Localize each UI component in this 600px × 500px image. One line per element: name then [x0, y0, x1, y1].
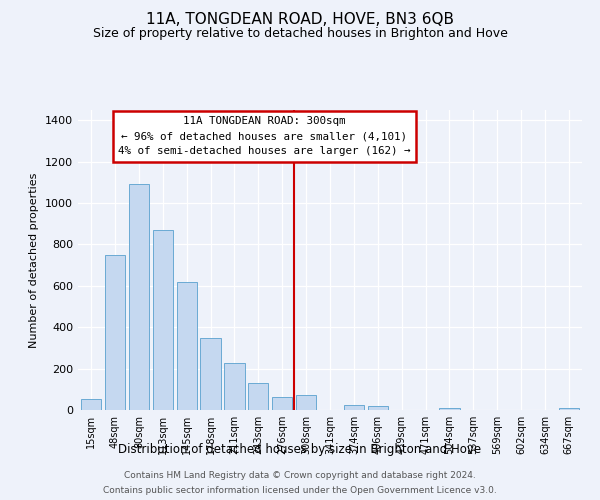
Text: Contains public sector information licensed under the Open Government Licence v3: Contains public sector information licen… [103, 486, 497, 495]
Bar [272, 397, 292, 410]
Bar [200, 338, 221, 410]
Text: 11A, TONGDEAN ROAD, HOVE, BN3 6QB: 11A, TONGDEAN ROAD, HOVE, BN3 6QB [146, 12, 454, 28]
Text: 11A TONGDEAN ROAD: 300sqm
← 96% of detached houses are smaller (4,101)
4% of sem: 11A TONGDEAN ROAD: 300sqm ← 96% of detac… [118, 116, 411, 156]
Y-axis label: Number of detached properties: Number of detached properties [29, 172, 40, 348]
Bar [439, 408, 460, 410]
Bar [105, 255, 125, 410]
Bar [152, 230, 173, 410]
Bar [224, 364, 245, 410]
Bar [559, 408, 579, 410]
Bar [296, 395, 316, 410]
Bar [368, 406, 388, 410]
Text: Distribution of detached houses by size in Brighton and Hove: Distribution of detached houses by size … [118, 442, 482, 456]
Bar [176, 282, 197, 410]
Text: Contains HM Land Registry data © Crown copyright and database right 2024.: Contains HM Land Registry data © Crown c… [124, 471, 476, 480]
Bar [81, 399, 101, 410]
Bar [344, 405, 364, 410]
Text: Size of property relative to detached houses in Brighton and Hove: Size of property relative to detached ho… [92, 28, 508, 40]
Bar [129, 184, 149, 410]
Bar [248, 383, 268, 410]
